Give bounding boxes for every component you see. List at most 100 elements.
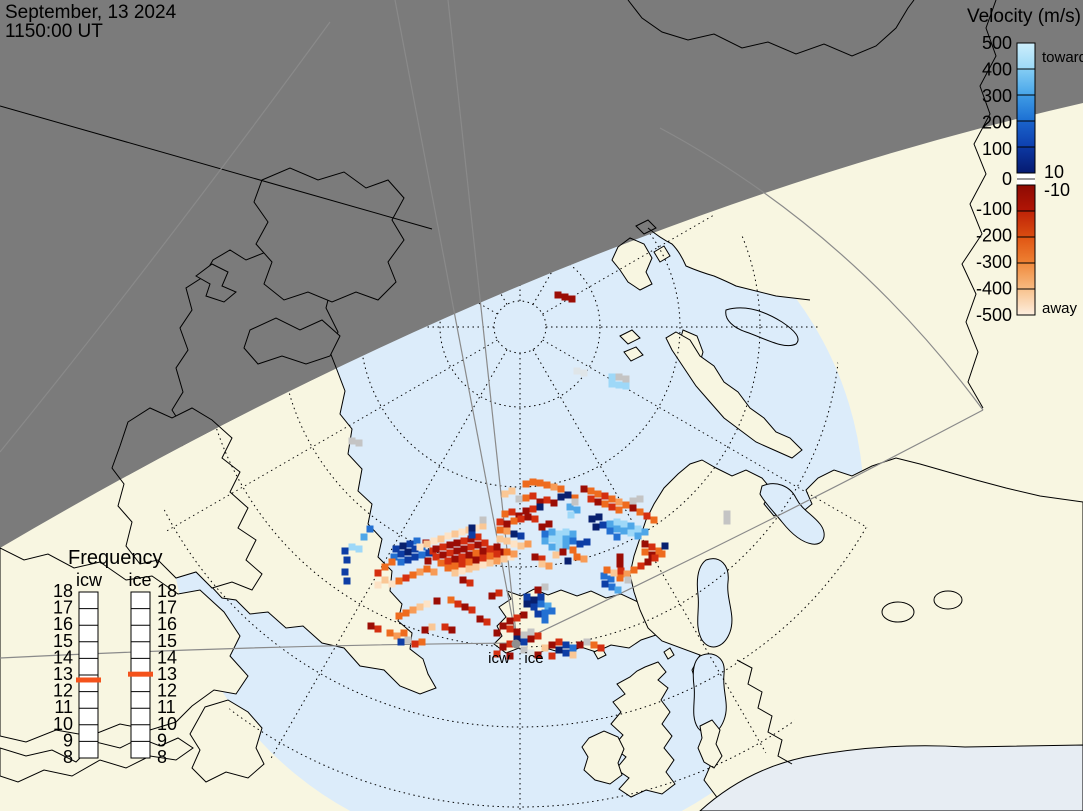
velocity-cell	[555, 530, 563, 538]
velocity-cell	[564, 557, 572, 565]
frequency-scale-label: 11	[157, 697, 176, 717]
velocity-cell	[486, 552, 494, 560]
velocity-cell	[520, 646, 528, 654]
velocity-cell	[583, 638, 591, 646]
velocity-cell	[467, 543, 475, 551]
velocity-cell	[620, 527, 628, 535]
velocity-cell	[650, 516, 658, 524]
velocity-cell	[458, 528, 466, 536]
velocity-cell	[510, 540, 518, 548]
frequency-scale-label: 16	[53, 614, 73, 634]
velocity-cell	[548, 641, 556, 649]
velocity-cell	[564, 491, 572, 499]
velocity-cell	[636, 508, 644, 516]
frequency-scale-label: 18	[53, 581, 73, 601]
velocity-cell	[550, 499, 558, 507]
velocity-cell	[479, 547, 487, 555]
velocity-cell	[411, 553, 419, 561]
velocity-cell	[460, 545, 468, 553]
velocity-cell	[559, 548, 567, 556]
velocity-cell	[543, 496, 551, 504]
frequency-scale-label: 8	[63, 747, 73, 767]
velocity-cell	[448, 626, 456, 634]
velocity-cell	[527, 635, 535, 643]
velocity-cell	[617, 567, 625, 575]
velocity-cell	[430, 568, 438, 576]
frequency-scale-label: 16	[157, 614, 177, 634]
velocity-cell	[416, 543, 424, 551]
velocity-cell	[573, 553, 581, 561]
velocity-cell	[723, 510, 731, 518]
velocity-cell	[522, 494, 530, 502]
frequency-marker-icw	[76, 677, 101, 683]
velocity-cell	[608, 373, 616, 381]
velocity-cell	[566, 503, 574, 511]
velocity-cell	[530, 603, 538, 611]
velocity-cell	[562, 542, 570, 550]
velocity-cell	[545, 520, 553, 528]
velocity-cell	[643, 512, 651, 520]
denmark	[697, 719, 723, 769]
colorbar-toward-segment	[1017, 95, 1035, 121]
velocity-cell	[537, 600, 545, 608]
velocity-cell	[534, 651, 542, 659]
velocity-cell	[641, 528, 649, 536]
velocity-cell	[409, 571, 417, 579]
colorbar-away-segment	[1017, 237, 1035, 263]
velocity-cell	[529, 492, 537, 500]
velocity-cell	[536, 498, 544, 506]
velocity-cell	[590, 641, 598, 649]
velocity-cell	[446, 549, 454, 557]
velocity-cell	[474, 533, 482, 541]
latitude-circle	[279, 153, 761, 568]
velocity-cell	[503, 527, 511, 535]
velocity-cell	[613, 525, 621, 533]
velocity-cell	[527, 649, 535, 657]
frequency-marker-ice	[128, 671, 153, 677]
colorbar-toward-segment	[1017, 121, 1035, 147]
velocity-cell	[416, 568, 424, 576]
colorbar-tick-label: -300	[976, 252, 1012, 272]
velocity-cell	[503, 537, 511, 545]
velocity-cell	[493, 629, 501, 637]
velocity-cell	[499, 643, 507, 651]
velocity-cell	[630, 566, 638, 574]
velocity-cell	[597, 644, 605, 652]
velocity-cell	[397, 558, 405, 566]
frequency-scale-label: 14	[157, 647, 177, 667]
velocity-cell	[562, 649, 570, 657]
velocity-cell	[615, 506, 623, 514]
velocity-cell	[603, 566, 611, 574]
velocity-cell	[510, 517, 518, 525]
colorbar-tick-label: 300	[982, 86, 1012, 106]
velocity-cell	[506, 625, 514, 633]
velocity-cell	[529, 478, 537, 486]
velocity-cell	[587, 495, 595, 503]
velocity-colorbar: 500 400 300 200 100 0 -100 -200 -300 -400 -500	[976, 33, 1036, 325]
frequency-scale-label: 11	[54, 697, 73, 717]
velocity-cell	[576, 641, 584, 649]
velocity-cell	[465, 558, 473, 566]
velocity-cell	[513, 635, 521, 643]
freq-column-label-ice: ice	[128, 570, 151, 590]
velocity-cell	[444, 532, 452, 540]
velocity-cell	[493, 543, 501, 551]
velocity-cell	[421, 626, 429, 634]
velocity-cell	[569, 530, 577, 538]
colorbar-tick-label: -400	[976, 278, 1012, 298]
velocity-cell	[454, 600, 462, 608]
velocity-cell	[483, 618, 491, 626]
colorbar-toward-segment	[1017, 43, 1035, 69]
velocity-cell	[453, 547, 461, 555]
velocity-cell	[402, 574, 410, 582]
fov-edge-east	[447, 0, 518, 644]
velocity-cell	[400, 629, 408, 637]
velocity-cell	[651, 554, 659, 562]
velocity-cell	[374, 625, 382, 633]
velocity-cell	[723, 517, 731, 525]
colorbar-tick-label: 0	[1002, 169, 1012, 189]
velocity-cell	[374, 569, 382, 577]
velocity-cell	[425, 549, 433, 557]
colorbar-tick-label: 400	[982, 60, 1012, 80]
velocity-cell	[569, 537, 577, 545]
